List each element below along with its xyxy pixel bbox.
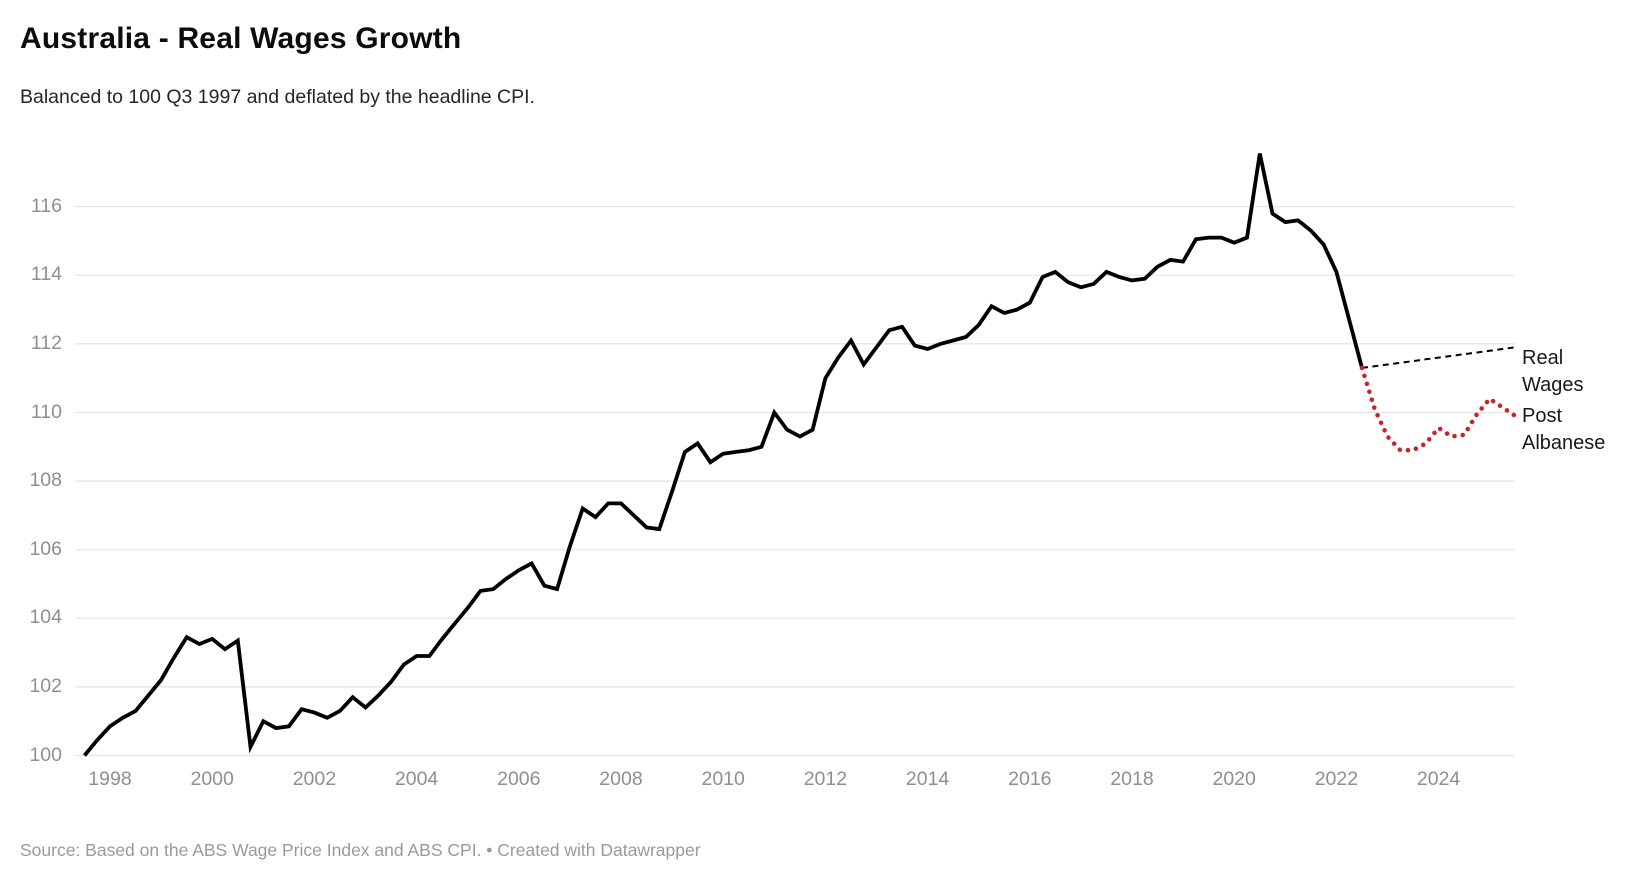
x-tick-label-2010: 2010: [701, 768, 745, 790]
y-tick-label-100: 100: [29, 743, 62, 766]
x-tick-label-2024: 2024: [1416, 768, 1461, 790]
x-tick-label-2006: 2006: [497, 768, 541, 790]
y-tick-label-112: 112: [30, 331, 62, 354]
series-label-real-wages-line2: Wages: [1522, 374, 1584, 396]
x-tick-label-2002: 2002: [292, 768, 337, 790]
series-label-post-albanese-line1: Post: [1522, 405, 1563, 427]
y-tick-label-104: 104: [29, 606, 62, 629]
chart-title: Australia - Real Wages Growth: [20, 22, 462, 55]
y-tick-label-108: 108: [29, 469, 62, 492]
series-label-real-wages: Real Wages: [1522, 345, 1584, 399]
chart-subtitle: Balanced to 100 Q3 1997 and deflated by …: [20, 86, 535, 108]
x-tick-label-1998: 1998: [88, 768, 132, 790]
x-tick-label-2016: 2016: [1008, 768, 1052, 790]
y-tick-label-106: 106: [29, 537, 62, 560]
y-tick-label-110: 110: [30, 400, 62, 423]
series-label-real-wages-line1: Real: [1522, 347, 1564, 369]
y-tick-label-116: 116: [30, 194, 62, 217]
y-tick-label-102: 102: [29, 674, 62, 697]
source-line: Source: Based on the ABS Wage Price Inde…: [20, 840, 701, 860]
series-label-post-albanese: Post Albanese: [1522, 403, 1605, 457]
x-tick-label-2022: 2022: [1314, 768, 1359, 790]
series-post-albanese: [1359, 365, 1518, 453]
x-tick-label-2014: 2014: [905, 768, 950, 790]
x-tick-label-2008: 2008: [599, 768, 643, 790]
x-tick-label-2020: 2020: [1212, 768, 1256, 790]
series-label-post-albanese-line2: Albanese: [1522, 432, 1606, 454]
x-tick-label-2004: 2004: [394, 768, 439, 790]
series-real-wages-historical: [83, 153, 1364, 757]
series-real-wages-projection: [1361, 346, 1516, 369]
gridlines: [75, 206, 1515, 757]
x-tick-label-2000: 2000: [190, 768, 234, 790]
x-tick-label-2018: 2018: [1110, 768, 1154, 790]
y-tick-label-114: 114: [30, 263, 62, 286]
x-tick-label-2012: 2012: [803, 768, 848, 790]
